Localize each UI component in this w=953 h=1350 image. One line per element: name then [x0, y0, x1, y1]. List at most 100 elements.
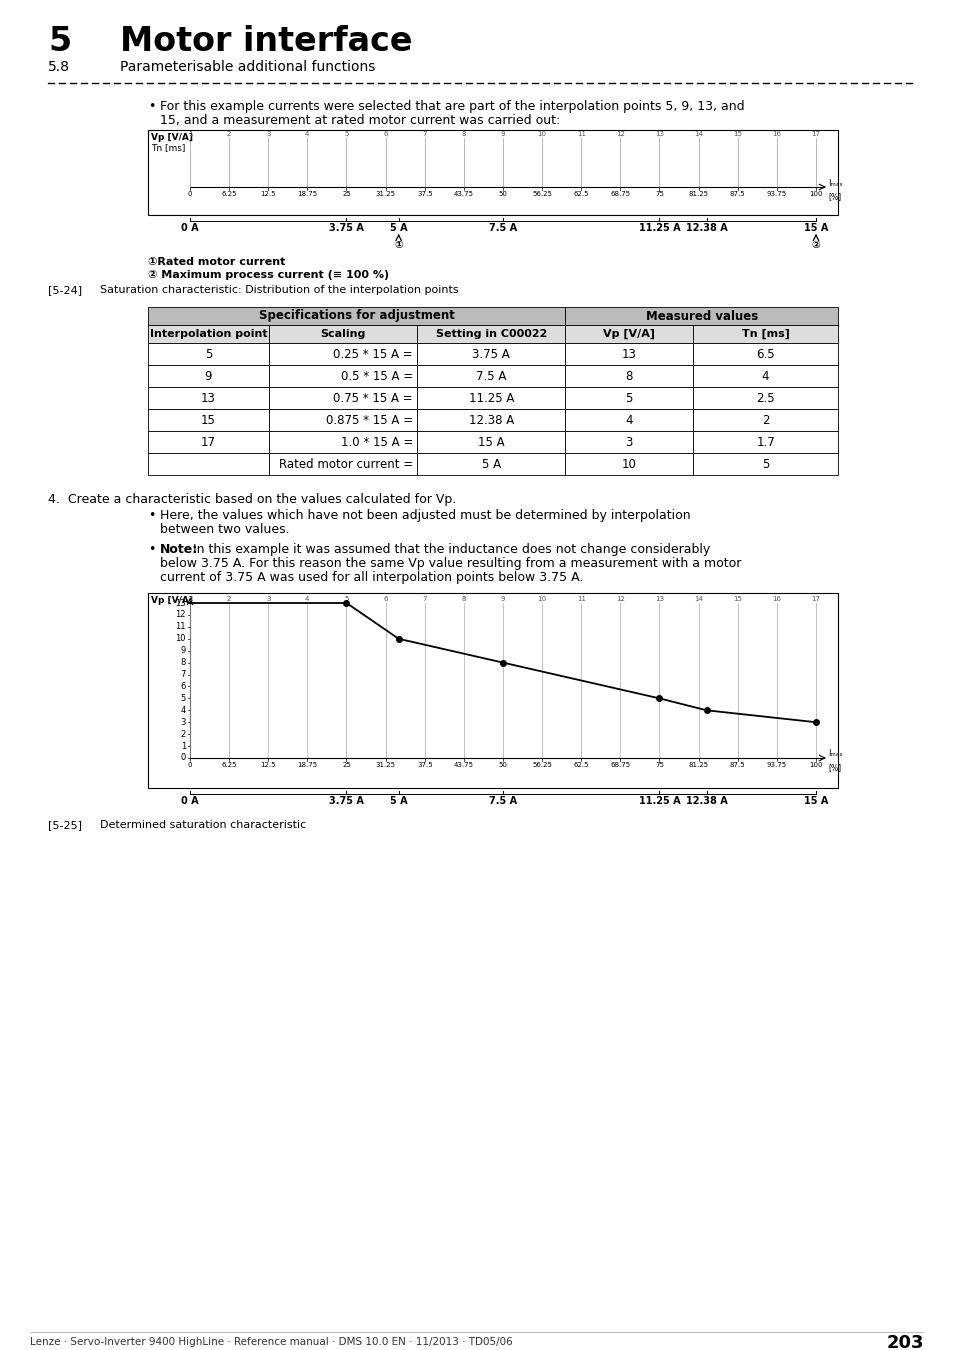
Text: 0.875 * 15 A =: 0.875 * 15 A =: [326, 413, 413, 427]
Text: [5-24]: [5-24]: [48, 285, 82, 296]
Text: 81.25: 81.25: [688, 761, 708, 768]
Text: 16: 16: [772, 131, 781, 136]
Text: 12.38 A: 12.38 A: [685, 223, 727, 234]
Bar: [148, 343, 269, 364]
Bar: [693, 387, 837, 409]
Text: 75: 75: [655, 761, 663, 768]
Text: 10: 10: [537, 131, 546, 136]
Text: 3: 3: [266, 595, 271, 602]
Text: Tn [ms]: Tn [ms]: [151, 143, 185, 153]
Text: 0: 0: [188, 761, 193, 768]
Text: 100: 100: [808, 761, 821, 768]
Text: 12.38 A: 12.38 A: [468, 413, 514, 427]
Text: Specifications for adjustment: Specifications for adjustment: [258, 309, 455, 323]
Text: For this example currents were selected that are part of the interpolation point: For this example currents were selected …: [160, 100, 744, 113]
Bar: [416, 343, 565, 364]
Text: [5-25]: [5-25]: [48, 819, 82, 830]
Text: Lenze · Servo-Inverter 9400 HighLine · Reference manual · DMS 10.0 EN · 11/2013 : Lenze · Servo-Inverter 9400 HighLine · R…: [30, 1336, 512, 1347]
Text: 5 A: 5 A: [481, 458, 500, 471]
Text: 43.75: 43.75: [454, 761, 474, 768]
Text: 6: 6: [383, 131, 388, 136]
Bar: [693, 409, 837, 431]
Text: [%]: [%]: [827, 192, 841, 201]
Text: 7: 7: [422, 131, 427, 136]
Text: Measured values: Measured values: [645, 309, 757, 323]
Text: 12.5: 12.5: [260, 190, 275, 197]
Text: Interpolation point: Interpolation point: [150, 329, 267, 339]
Bar: [693, 454, 837, 475]
Text: 1.0 * 15 A =: 1.0 * 15 A =: [340, 436, 413, 448]
Text: 6: 6: [383, 595, 388, 602]
Bar: [269, 325, 416, 343]
Bar: [416, 364, 565, 387]
Bar: [416, 387, 565, 409]
Bar: [269, 431, 416, 454]
Text: 8: 8: [625, 370, 632, 382]
Text: 12: 12: [616, 131, 624, 136]
Text: 0: 0: [180, 753, 186, 763]
Text: 81.25: 81.25: [688, 190, 708, 197]
Text: 18.75: 18.75: [297, 761, 317, 768]
Bar: [565, 454, 693, 475]
Text: 12: 12: [616, 595, 624, 602]
Text: 12.5: 12.5: [260, 761, 275, 768]
Text: 7.5 A: 7.5 A: [476, 370, 506, 382]
Bar: [148, 130, 837, 215]
Text: Vp [V/A]: Vp [V/A]: [602, 329, 655, 339]
Bar: [269, 409, 416, 431]
Text: 0.5 * 15 A =: 0.5 * 15 A =: [340, 370, 413, 382]
Text: 4: 4: [761, 370, 768, 382]
Text: 7: 7: [422, 595, 427, 602]
Bar: [693, 364, 837, 387]
Text: Here, the values which have not been adjusted must be determined by interpolatio: Here, the values which have not been adj…: [160, 509, 690, 522]
Text: 31.25: 31.25: [375, 190, 395, 197]
Text: 9: 9: [500, 595, 505, 602]
Bar: [565, 325, 693, 343]
Text: 9: 9: [500, 131, 505, 136]
Text: 0 A: 0 A: [181, 223, 198, 234]
Bar: [148, 409, 269, 431]
Text: 9: 9: [204, 370, 212, 382]
Bar: [148, 387, 269, 409]
Text: 2: 2: [227, 131, 231, 136]
Text: 11.25 A: 11.25 A: [638, 223, 679, 234]
Bar: [269, 454, 416, 475]
Text: 2.5: 2.5: [756, 392, 774, 405]
Text: Rated motor current =: Rated motor current =: [278, 458, 413, 471]
Text: 15 A: 15 A: [803, 223, 827, 234]
Text: 14: 14: [694, 595, 702, 602]
Bar: [416, 409, 565, 431]
Text: 31.25: 31.25: [375, 761, 395, 768]
Bar: [565, 409, 693, 431]
Text: 62.5: 62.5: [573, 761, 588, 768]
Bar: [565, 431, 693, 454]
Text: •: •: [148, 100, 155, 113]
Text: 4: 4: [305, 595, 309, 602]
Text: 10: 10: [537, 595, 546, 602]
Text: 25: 25: [342, 761, 351, 768]
Text: 9: 9: [180, 647, 186, 655]
Text: 56.25: 56.25: [532, 761, 552, 768]
Text: 68.75: 68.75: [610, 761, 630, 768]
Text: 8: 8: [180, 657, 186, 667]
Bar: [565, 306, 837, 325]
Text: 5: 5: [344, 131, 349, 136]
Text: 50: 50: [498, 761, 507, 768]
Bar: [693, 431, 837, 454]
Text: ②: ②: [811, 240, 820, 250]
Text: Iₘₐₓ: Iₘₐₓ: [827, 749, 842, 759]
Text: 50: 50: [498, 190, 507, 197]
Text: 1: 1: [188, 595, 193, 602]
Text: 25: 25: [342, 190, 351, 197]
Bar: [269, 343, 416, 364]
Text: Iₘₐₓ: Iₘₐₓ: [827, 178, 842, 188]
Text: 14: 14: [694, 131, 702, 136]
Text: 18.75: 18.75: [297, 190, 317, 197]
Text: below 3.75 A. For this reason the same Vp value resulting from a measurement wit: below 3.75 A. For this reason the same V…: [160, 558, 740, 570]
Text: 4: 4: [625, 413, 633, 427]
Text: Saturation characteristic: Distribution of the interpolation points: Saturation characteristic: Distribution …: [100, 285, 458, 296]
Text: 5: 5: [48, 26, 71, 58]
Text: 1: 1: [188, 131, 193, 136]
Text: 68.75: 68.75: [610, 190, 630, 197]
Bar: [148, 593, 837, 788]
